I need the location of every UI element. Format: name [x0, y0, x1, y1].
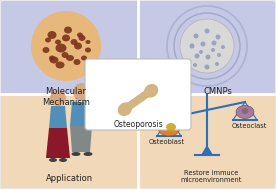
Ellipse shape [59, 158, 67, 162]
Ellipse shape [49, 57, 59, 64]
Ellipse shape [205, 29, 209, 33]
FancyBboxPatch shape [85, 59, 191, 130]
Ellipse shape [216, 35, 221, 40]
Ellipse shape [195, 53, 200, 59]
Text: CMNPs: CMNPs [203, 87, 232, 96]
Ellipse shape [49, 158, 57, 162]
Ellipse shape [81, 56, 87, 60]
Ellipse shape [84, 152, 92, 156]
Ellipse shape [199, 50, 203, 54]
Ellipse shape [193, 63, 197, 67]
Text: Osteoporosis: Osteoporosis [113, 120, 163, 129]
Polygon shape [49, 106, 67, 128]
Text: Application: Application [46, 174, 92, 183]
FancyBboxPatch shape [136, 1, 275, 96]
FancyBboxPatch shape [1, 94, 139, 188]
Polygon shape [123, 88, 153, 112]
Polygon shape [70, 126, 92, 152]
FancyBboxPatch shape [1, 1, 139, 96]
Ellipse shape [74, 43, 82, 50]
Circle shape [50, 90, 66, 106]
Ellipse shape [55, 40, 61, 44]
Circle shape [73, 83, 91, 101]
Ellipse shape [193, 33, 198, 39]
Ellipse shape [211, 48, 215, 52]
Ellipse shape [70, 39, 78, 45]
FancyBboxPatch shape [136, 94, 275, 188]
Ellipse shape [236, 105, 254, 119]
Ellipse shape [211, 40, 216, 46]
Ellipse shape [242, 108, 248, 114]
Ellipse shape [43, 47, 49, 53]
Text: Osteoblast: Osteoblast [149, 139, 185, 145]
Ellipse shape [49, 56, 55, 60]
Ellipse shape [144, 84, 158, 98]
Ellipse shape [217, 53, 221, 57]
Ellipse shape [190, 43, 195, 49]
Text: Restore immuce
microenvironment: Restore immuce microenvironment [180, 170, 242, 183]
Ellipse shape [85, 47, 91, 53]
Ellipse shape [66, 55, 74, 61]
Ellipse shape [55, 61, 65, 68]
Ellipse shape [205, 64, 209, 70]
Ellipse shape [206, 54, 211, 60]
Ellipse shape [200, 42, 206, 46]
Circle shape [31, 11, 101, 81]
Ellipse shape [166, 123, 176, 131]
Polygon shape [70, 102, 92, 126]
Ellipse shape [158, 120, 180, 136]
Polygon shape [46, 128, 70, 158]
Circle shape [180, 19, 234, 73]
Ellipse shape [71, 152, 81, 156]
Ellipse shape [62, 35, 70, 42]
Ellipse shape [118, 102, 132, 116]
Ellipse shape [86, 40, 91, 44]
Ellipse shape [64, 26, 72, 33]
Text: Osteoclast: Osteoclast [231, 123, 267, 129]
Ellipse shape [62, 52, 68, 58]
Ellipse shape [55, 43, 67, 53]
Polygon shape [201, 145, 213, 155]
Ellipse shape [45, 37, 51, 43]
Ellipse shape [77, 33, 83, 37]
Ellipse shape [215, 62, 219, 66]
Text: Molecular
Mechanism: Molecular Mechanism [42, 87, 90, 107]
Ellipse shape [73, 59, 81, 65]
Ellipse shape [78, 35, 86, 41]
Ellipse shape [47, 31, 57, 39]
Ellipse shape [221, 45, 225, 49]
